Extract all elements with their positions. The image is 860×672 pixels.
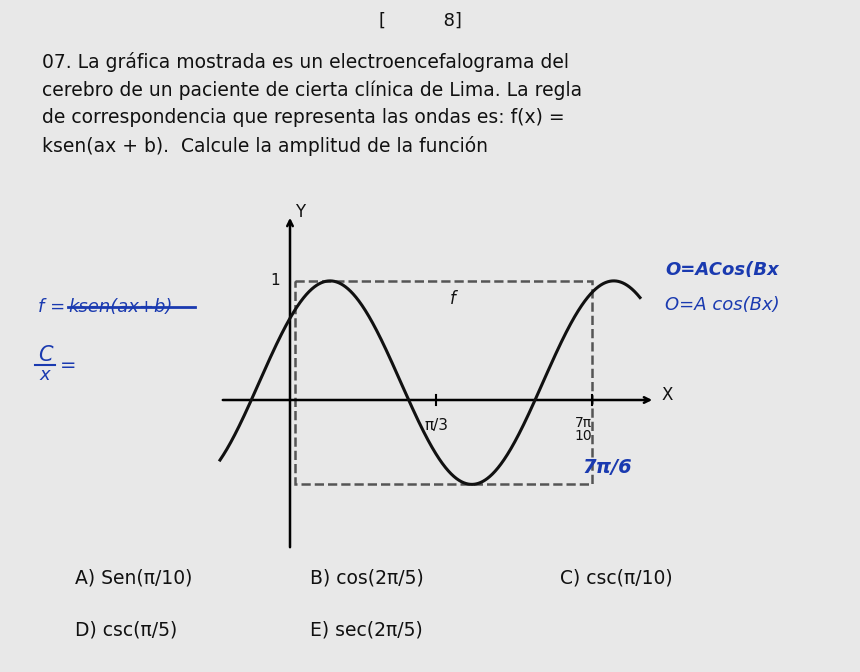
Text: ksen(ax+b): ksen(ax+b) [68,298,172,316]
Text: x: x [40,366,51,384]
Text: 1: 1 [270,274,280,288]
Text: B) cos(2π/5): B) cos(2π/5) [310,569,424,587]
Text: 07. La gráfica mostrada es un electroencefalograma del: 07. La gráfica mostrada es un electroenc… [42,52,569,72]
Text: 7π: 7π [574,416,592,430]
Text: =: = [60,355,77,374]
Text: O=A cos(Bx): O=A cos(Bx) [665,296,780,314]
Text: A) Sen(π/10): A) Sen(π/10) [75,569,193,587]
Text: de correspondencia que representa las ondas es: f(x) =: de correspondencia que representa las on… [42,108,565,127]
Text: f: f [451,290,456,308]
Text: [          8]: [ 8] [378,12,462,30]
Text: cerebro de un paciente de cierta clínica de Lima. La regla: cerebro de un paciente de cierta clínica… [42,80,582,99]
Bar [294,281,593,485]
Text: O=ACos(Bx: O=ACos(Bx [665,261,779,279]
Text: f =: f = [38,298,65,316]
Text: C: C [38,345,52,365]
Text: 10: 10 [574,429,592,443]
Text: 7π/6: 7π/6 [582,458,632,477]
Text: D) csc(π/5): D) csc(π/5) [75,620,177,640]
Text: C) csc(π/10): C) csc(π/10) [560,569,673,587]
Text: π/3: π/3 [424,418,448,433]
Text: E) sec(2π/5): E) sec(2π/5) [310,620,423,640]
Text: ksen(ax + b).  Calcule la amplitud de la función: ksen(ax + b). Calcule la amplitud de la … [42,136,488,156]
Text: X: X [662,386,673,404]
Text: Y: Y [295,203,305,221]
